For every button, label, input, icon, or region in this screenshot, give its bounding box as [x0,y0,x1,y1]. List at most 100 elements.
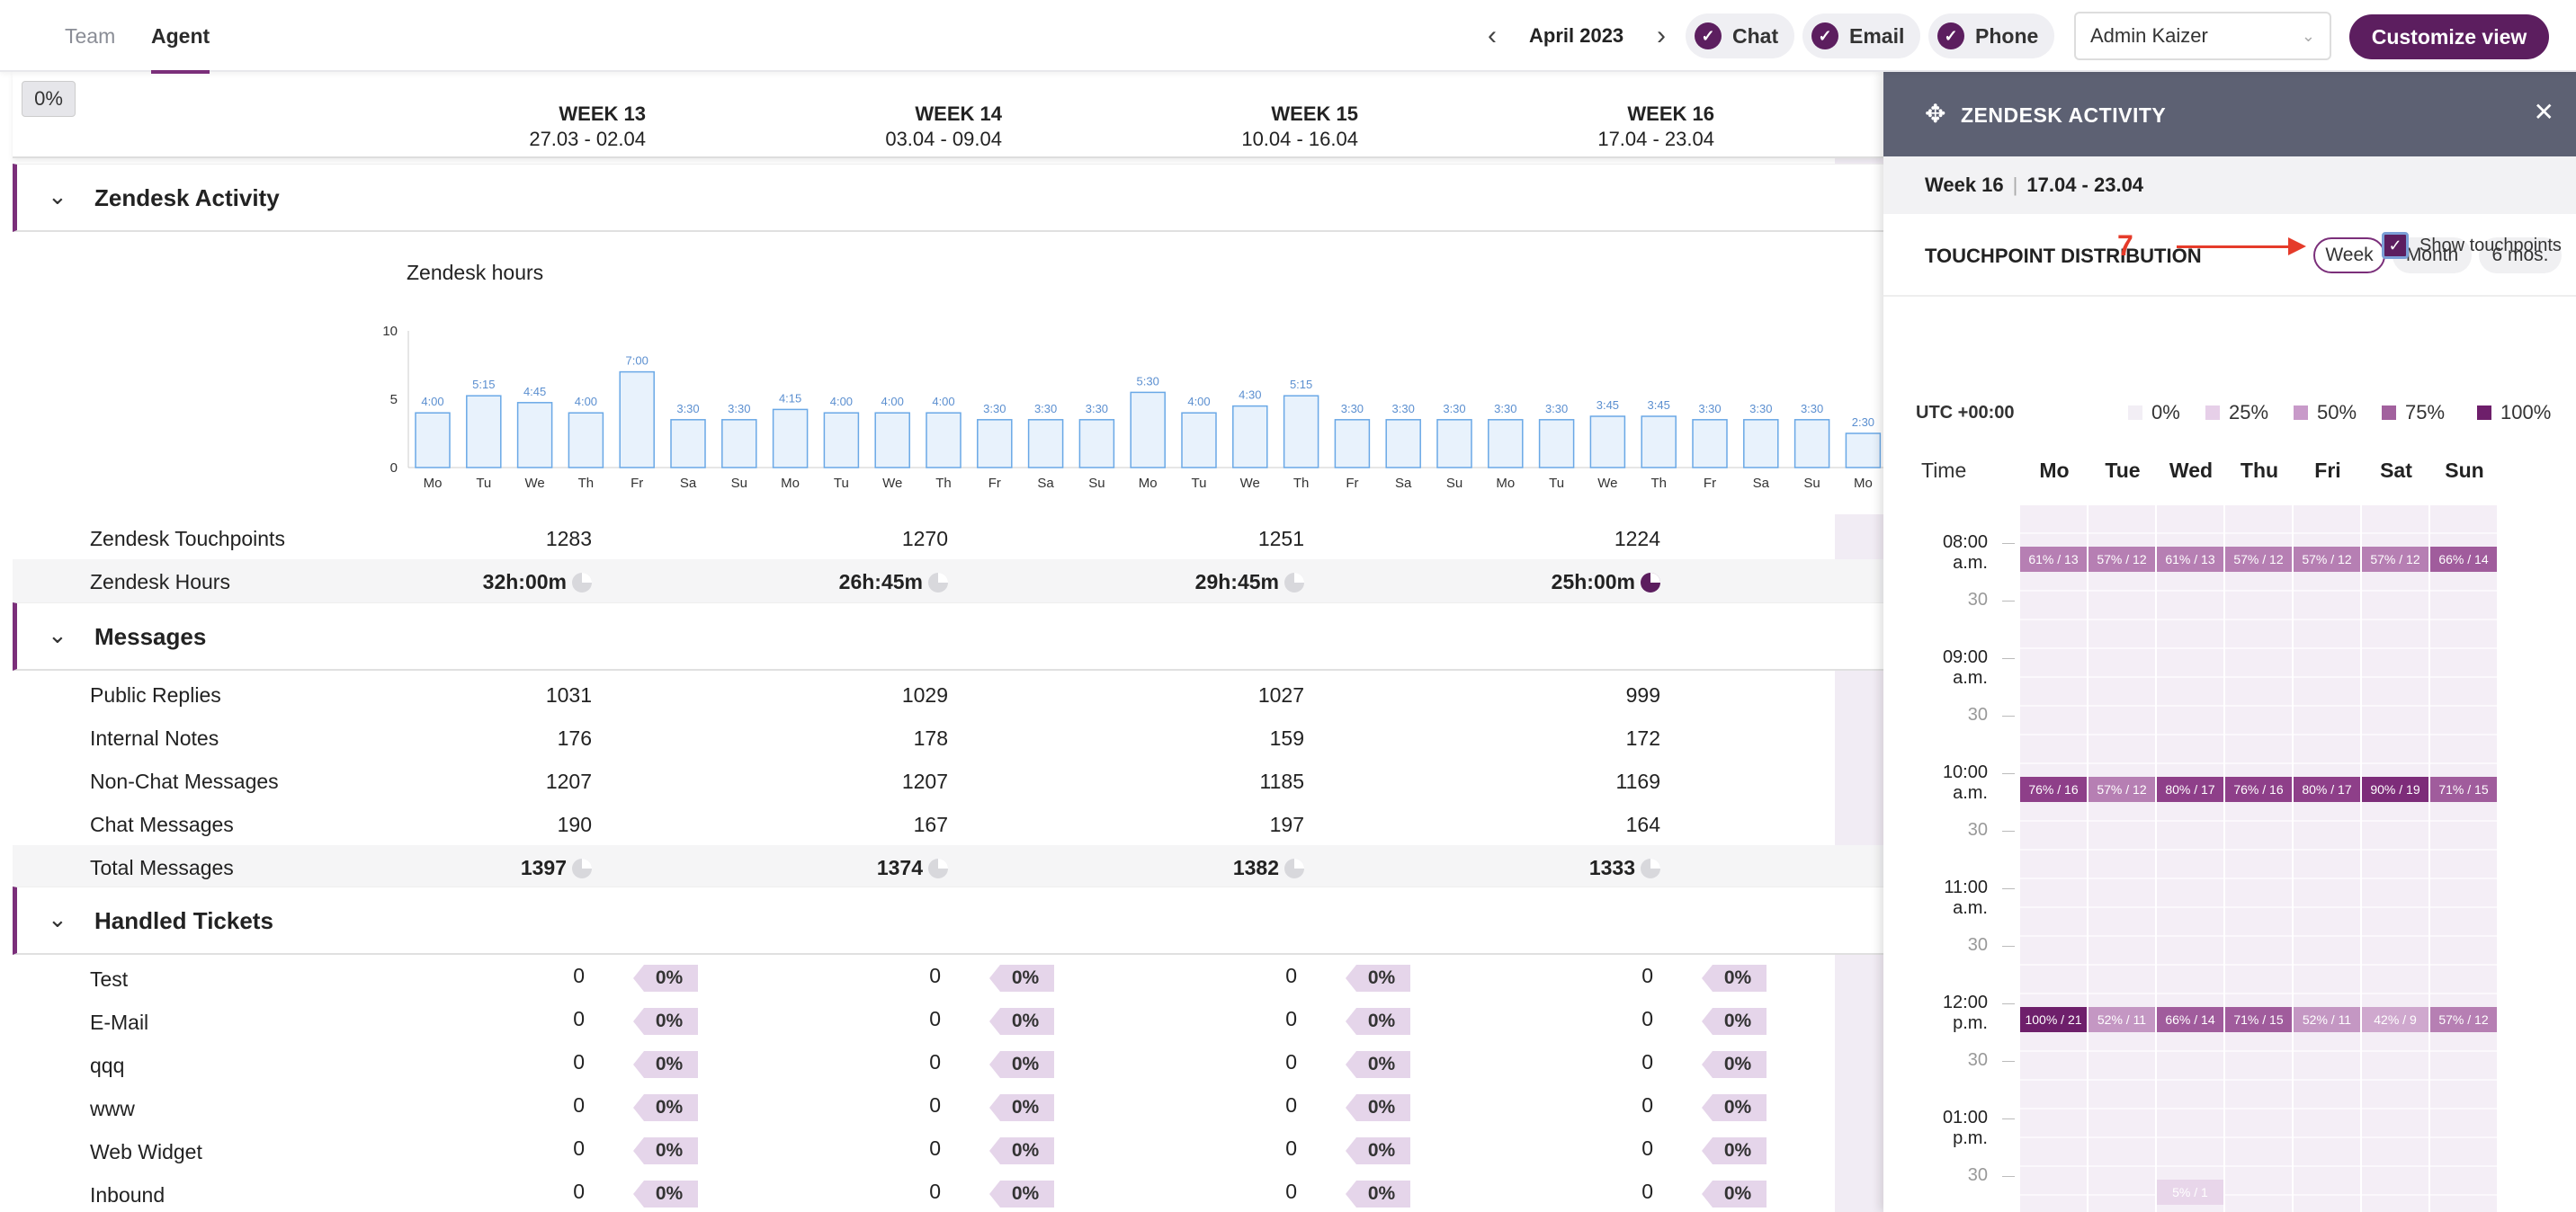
x-tick-label: Tu [476,476,491,491]
pie-chart-icon[interactable] [1284,859,1304,878]
percent-tag: 0% [1346,1137,1410,1164]
percent-tag: 0% [989,1094,1054,1121]
bar[interactable] [772,408,809,468]
bar-value-label: 3:45 [1648,398,1670,412]
heatmap-cell[interactable]: 57% / 12 [2362,547,2428,572]
bar[interactable] [1027,419,1064,468]
customize-view-button[interactable]: Customize view [2349,14,2549,59]
section-handled-tickets[interactable]: ⌄ Handled Tickets [13,887,1883,955]
x-tick-label: Th [935,476,952,491]
bar[interactable] [568,412,604,468]
bar[interactable] [926,412,962,468]
chevron-left-icon[interactable]: ‹ [1488,21,1497,50]
day-header: Fri [2314,459,2341,482]
bar[interactable] [1181,412,1217,468]
heatmap-cell[interactable]: 61% / 13 [2020,547,2087,572]
range-week-button[interactable]: Week [2313,237,2385,273]
pie-chart-icon[interactable] [1641,573,1660,593]
half-hour-label: 30 [1967,1165,1988,1185]
channel-phone-toggle[interactable]: ✓ Phone [1928,13,2055,58]
bar[interactable] [1538,419,1575,468]
channel-email-toggle[interactable]: ✓ Email [1802,13,1921,58]
channel-chat-toggle[interactable]: ✓ Chat [1686,13,1795,58]
heatmap-cell[interactable]: 61% / 13 [2157,547,2223,572]
bar[interactable] [1078,419,1115,468]
pie-chart-icon[interactable] [1284,573,1304,593]
move-icon[interactable]: ✥ [1925,100,1946,128]
channel-phone-label: Phone [1975,23,2039,48]
bar[interactable] [1743,419,1779,468]
heatmap-cell[interactable]: 57% / 12 [2225,547,2292,572]
heatmap-cell[interactable]: 57% / 12 [2089,777,2155,802]
heatmap-cell[interactable]: 71% / 15 [2430,777,2497,802]
half-hour-label: 30 [1967,820,1988,840]
bar[interactable] [977,419,1013,468]
heatmap-cell[interactable]: 52% / 11 [2089,1007,2155,1032]
week-title: WEEK 15 [1271,102,1358,125]
bar[interactable] [721,419,757,468]
month-label: April 2023 [1529,24,1624,47]
bar[interactable] [1436,419,1472,468]
heatmap-cell[interactable]: 57% / 12 [2089,547,2155,572]
section-zendesk-activity[interactable]: ⌄ Zendesk Activity [13,164,1883,232]
bar[interactable] [1641,415,1677,468]
heatmap-cell[interactable]: 42% / 9 [2362,1007,2428,1032]
user-select[interactable]: Admin Kaizer ⌄ [2074,12,2331,60]
heatmap-cell[interactable]: 57% / 12 [2430,1007,2497,1032]
pie-chart-icon[interactable] [572,573,592,593]
tab-agent[interactable]: Agent [151,0,210,74]
heatmap-cell[interactable]: 80% / 17 [2294,777,2360,802]
bar[interactable] [1283,395,1319,468]
chevron-down-icon[interactable]: ⌄ [48,621,67,648]
range-6mos-button[interactable]: 6 mos. [2479,237,2562,273]
bar[interactable] [874,412,910,468]
checkbox-checked-icon[interactable]: ✓ [2382,232,2409,259]
heatmap-cell[interactable]: 5% / 1 [2157,1180,2223,1205]
pie-chart-icon[interactable] [1641,859,1660,878]
bar[interactable] [1793,419,1830,468]
zoom-indicator[interactable]: 0% [22,81,76,117]
pie-chart-icon[interactable] [928,859,948,878]
heatmap-cell[interactable]: 80% / 17 [2157,777,2223,802]
bar[interactable] [1232,405,1268,468]
show-touchpoints-toggle[interactable]: ✓ Show touchpoints [2382,232,2562,259]
bar[interactable] [1334,419,1371,468]
bar[interactable] [1385,419,1421,468]
bar[interactable] [1692,419,1728,468]
chevron-right-icon[interactable]: › [1657,21,1666,50]
x-tick-label: Tu [834,476,849,491]
chevron-down-icon[interactable]: ⌄ [48,905,67,932]
chevron-down-icon[interactable]: ⌄ [48,183,67,209]
pie-chart-icon[interactable] [928,573,948,593]
bar[interactable] [1589,415,1626,468]
heatmap-cell[interactable]: 76% / 16 [2020,777,2087,802]
x-tick-label: We [882,476,902,491]
heatmap-cell[interactable]: 57% / 12 [2294,547,2360,572]
bar[interactable] [1130,391,1166,468]
message-row: Chat Messages 190 167 197 164 [13,802,1883,845]
heatmap-cell[interactable]: 90% / 19 [2362,777,2428,802]
bar[interactable] [1488,419,1524,468]
bar[interactable] [823,412,860,468]
value-cell: 190 [448,813,592,837]
bar[interactable] [516,402,553,468]
tab-team[interactable]: Team [65,24,116,48]
heatmap-cell[interactable]: 66% / 14 [2430,547,2497,572]
heatmap-cell[interactable]: 76% / 16 [2225,777,2292,802]
section-messages[interactable]: ⌄ Messages [13,602,1883,671]
pie-chart-icon[interactable] [572,859,592,878]
bar-value-label: 3:30 [1749,402,1772,415]
bar[interactable] [466,395,502,468]
x-tick-label: We [524,476,544,491]
bar[interactable] [670,419,706,468]
bar[interactable] [415,412,451,468]
bar[interactable] [1845,432,1882,468]
heatmap-cell[interactable]: 71% / 15 [2225,1007,2292,1032]
heatmap-cell[interactable]: 100% / 21 [2020,1007,2087,1032]
x-tick-label: Sa [1753,476,1770,491]
heatmap-cell[interactable]: 66% / 14 [2157,1007,2223,1032]
bar[interactable] [619,370,655,468]
heatmap-column [2430,505,2497,1212]
close-icon[interactable]: ✕ [2533,98,2554,126]
heatmap-cell[interactable]: 52% / 11 [2294,1007,2360,1032]
